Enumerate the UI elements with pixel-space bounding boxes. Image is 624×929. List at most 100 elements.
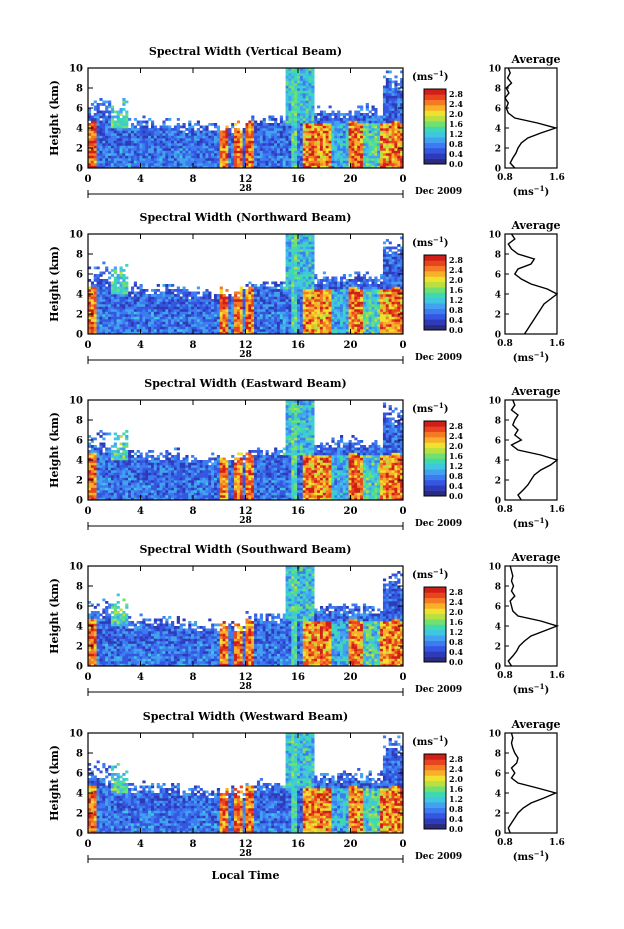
heatmap-cell — [291, 155, 295, 159]
heatmap-cell — [162, 128, 166, 131]
heatmap-cell — [211, 133, 215, 136]
heatmap-cell — [294, 314, 298, 317]
heatmap-cell — [125, 281, 129, 285]
heatmap-cell — [325, 306, 329, 310]
heatmap-cell — [96, 108, 100, 111]
heatmap-cell — [328, 120, 332, 124]
heatmap-cell — [248, 143, 252, 146]
heatmap-cell — [351, 123, 355, 126]
heatmap-cell — [374, 279, 378, 282]
heatmap-cell — [322, 123, 326, 126]
heatmap-cell — [345, 279, 349, 282]
heatmap-cell — [391, 105, 395, 109]
heatmap-cell — [397, 113, 401, 116]
heatmap-cell — [340, 150, 344, 154]
heatmap-cell — [113, 309, 117, 312]
heatmap-cell — [173, 150, 178, 154]
heatmap-cell — [368, 329, 372, 332]
heatmap-cell — [193, 148, 198, 151]
heatmap-cell — [156, 153, 160, 156]
heatmap-cell — [340, 289, 344, 292]
heatmap-cell — [173, 309, 178, 312]
heatmap-cell — [145, 155, 149, 159]
heatmap-cell — [279, 158, 284, 161]
heatmap-cell — [248, 155, 252, 159]
heatmap-cell — [142, 165, 146, 169]
heatmap-cell — [113, 110, 117, 114]
heatmap-cell — [334, 279, 338, 282]
heatmap-cell — [322, 316, 326, 320]
heatmap-cell — [345, 160, 349, 164]
heatmap-cell — [268, 286, 272, 290]
heatmap-cell — [102, 291, 106, 295]
heatmap-cell — [357, 296, 361, 300]
heatmap-cell — [302, 68, 306, 71]
heatmap-cell — [168, 306, 172, 310]
heatmap-cell — [196, 321, 200, 325]
heatmap-cell — [299, 331, 304, 335]
heatmap-cell — [314, 274, 318, 277]
heatmap-cell — [265, 301, 269, 305]
heatmap-cell — [345, 153, 349, 156]
heatmap-cell — [116, 155, 120, 159]
heatmap-cell — [245, 160, 249, 164]
heatmap-cell — [119, 289, 123, 292]
heatmap-cell — [297, 90, 301, 94]
heatmap-cell — [214, 143, 218, 146]
heatmap-cell — [385, 239, 389, 242]
heatmap-cell — [119, 314, 123, 317]
heatmap-cell — [205, 155, 209, 159]
heatmap-cell — [354, 289, 358, 292]
heatmap-cell — [122, 311, 126, 315]
heatmap-cell — [211, 319, 215, 322]
heatmap-cell — [93, 276, 97, 280]
heatmap-cell — [322, 128, 326, 131]
heatmap-cell — [391, 261, 395, 265]
heatmap-cell — [279, 316, 284, 320]
heatmap-cell — [122, 299, 126, 302]
heatmap-cell — [397, 98, 401, 101]
heatmap-cell — [122, 274, 126, 277]
heatmap-cell — [262, 291, 266, 295]
heatmap-cell — [334, 291, 338, 295]
heatmap-cell — [105, 160, 109, 164]
heatmap-cell — [102, 304, 106, 307]
heatmap-cell — [385, 158, 389, 161]
heatmap-cell — [156, 311, 160, 315]
heatmap-cell — [171, 314, 175, 317]
heatmap-cell — [116, 153, 120, 156]
heatmap-cell — [214, 311, 218, 315]
heatmap-cell — [325, 294, 329, 297]
heatmap-cell — [145, 294, 149, 297]
heatmap-cell — [319, 113, 324, 116]
heatmap-cell — [311, 306, 315, 310]
y-tick-label: 0 — [76, 164, 83, 175]
colorbar-swatch — [424, 115, 446, 122]
heatmap-cell — [102, 138, 106, 141]
heatmap-cell — [225, 311, 229, 315]
heatmap-cell — [388, 123, 392, 126]
heatmap-cell — [193, 130, 198, 134]
heatmap-cell — [99, 165, 103, 169]
heatmap-cell — [345, 291, 349, 295]
heatmap-cell — [317, 160, 321, 164]
heatmap-cell — [279, 145, 284, 149]
heatmap-cell — [231, 306, 235, 310]
heatmap-cell — [274, 289, 278, 292]
heatmap-cell — [93, 311, 97, 315]
heatmap-cell — [294, 256, 298, 260]
heatmap-cell — [357, 123, 361, 126]
heatmap-cell — [391, 279, 395, 282]
heatmap-cell — [305, 73, 309, 76]
heatmap-cell — [199, 306, 203, 310]
heatmap-cell — [110, 284, 115, 287]
heatmap-cell — [337, 128, 341, 131]
heatmap-cell — [394, 150, 398, 154]
heatmap-cell — [125, 299, 129, 302]
heatmap-cell — [242, 128, 246, 131]
heatmap-cell — [93, 324, 97, 327]
heatmap-cell — [371, 331, 375, 335]
heatmap-cell — [145, 153, 149, 156]
heatmap-cell — [133, 125, 137, 129]
heatmap-cell — [299, 269, 304, 272]
